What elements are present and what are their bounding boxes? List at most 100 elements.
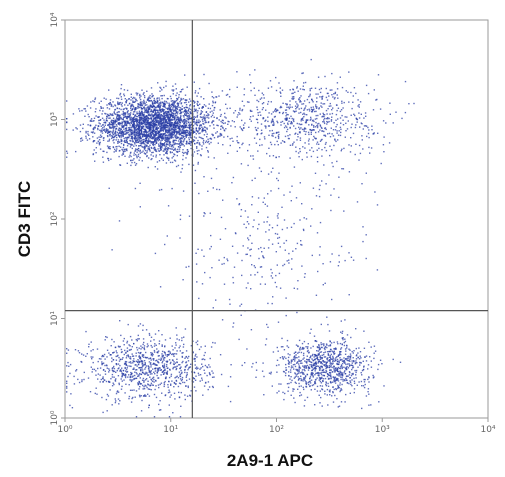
event-dot — [347, 367, 350, 369]
event-dot — [171, 345, 173, 347]
event-dot — [167, 130, 169, 132]
event-dot — [104, 339, 106, 341]
event-dot — [156, 119, 158, 121]
event-dot — [102, 376, 104, 378]
event-dot — [166, 367, 168, 369]
event-dot — [117, 363, 120, 365]
event-dot — [170, 133, 172, 135]
event-dot — [155, 150, 157, 152]
event-dot — [174, 353, 176, 355]
event-dot — [107, 128, 109, 131]
event-dot — [184, 112, 186, 114]
event-dot — [81, 379, 83, 381]
event-dot — [241, 108, 244, 111]
event-dot — [196, 116, 198, 118]
event-dot — [176, 113, 179, 115]
event-dot — [93, 132, 96, 134]
event-dot — [196, 121, 198, 123]
event-dot — [171, 131, 173, 133]
event-dot — [334, 138, 336, 140]
event-dot — [160, 104, 162, 107]
event-dot — [194, 358, 196, 360]
event-dot — [169, 396, 171, 398]
event-dot — [339, 359, 342, 361]
event-dot — [173, 100, 175, 102]
event-dot — [179, 117, 182, 119]
event-dot — [314, 374, 316, 376]
event-dot — [350, 383, 352, 386]
event-dot — [111, 367, 113, 370]
event-dot — [196, 146, 198, 148]
event-dot — [144, 395, 146, 397]
event-dot — [160, 145, 163, 148]
event-dot — [104, 112, 106, 115]
event-dot — [112, 125, 114, 127]
event-dot — [143, 147, 146, 149]
event-dot — [324, 351, 327, 353]
event-dot — [175, 100, 178, 102]
event-dot — [154, 148, 156, 150]
event-dot — [341, 376, 343, 379]
event-dot — [309, 377, 311, 379]
event-dot — [180, 103, 182, 105]
event-dot — [133, 378, 135, 380]
event-dot — [222, 127, 224, 129]
event-dot — [193, 105, 195, 108]
event-dot — [90, 120, 92, 122]
event-dot — [335, 357, 337, 359]
event-dot — [329, 350, 331, 353]
event-dot — [368, 377, 370, 379]
event-dot — [206, 366, 209, 369]
event-dot — [222, 144, 224, 146]
event-dot — [383, 385, 385, 387]
event-dot — [206, 128, 208, 130]
event-dot — [100, 129, 102, 132]
event-dot — [117, 134, 119, 136]
event-dot — [148, 107, 150, 109]
event-dot — [152, 111, 154, 113]
event-dot — [345, 368, 347, 371]
event-dot — [157, 361, 159, 363]
event-dot — [336, 356, 338, 358]
event-dot — [122, 125, 124, 128]
event-dot — [264, 344, 267, 346]
event-dot — [264, 125, 266, 127]
event-dot — [157, 137, 159, 139]
event-dot — [149, 128, 151, 130]
event-dot — [128, 122, 131, 125]
event-dot — [323, 354, 325, 356]
event-dot — [180, 139, 182, 141]
event-dot — [108, 114, 111, 117]
event-dot — [171, 111, 173, 114]
event-dot — [321, 405, 323, 407]
event-dot — [309, 93, 311, 95]
event-dot — [145, 118, 147, 121]
event-dot — [182, 135, 185, 137]
event-dot — [276, 359, 279, 361]
event-dot — [208, 82, 210, 85]
event-dot — [115, 400, 117, 402]
event-dot — [155, 116, 157, 119]
event-dot — [184, 125, 186, 127]
event-dot — [182, 120, 185, 122]
event-dot — [164, 111, 167, 113]
event-dot — [186, 364, 188, 366]
event-dot — [190, 132, 192, 135]
event-dot — [137, 150, 140, 152]
event-dot — [334, 348, 336, 350]
event-dot — [373, 376, 375, 378]
event-dot — [150, 389, 152, 391]
event-dot — [296, 370, 299, 372]
event-dot — [140, 102, 142, 105]
event-dot — [350, 364, 352, 366]
event-dot — [115, 150, 117, 152]
event-dot — [172, 363, 175, 365]
event-dot — [127, 132, 129, 134]
event-dot — [299, 132, 301, 134]
event-dot — [174, 106, 176, 108]
event-dot — [314, 366, 316, 369]
event-dot — [149, 94, 151, 97]
event-dot — [186, 152, 189, 155]
event-dot — [166, 373, 168, 375]
event-dot — [88, 138, 91, 140]
